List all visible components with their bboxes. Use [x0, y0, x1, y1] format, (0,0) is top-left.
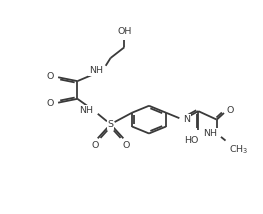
Text: NH: NH — [203, 129, 217, 138]
Text: O: O — [47, 99, 54, 108]
Text: O: O — [122, 141, 130, 150]
Text: O: O — [227, 106, 234, 115]
Text: N: N — [183, 115, 190, 124]
Text: O: O — [92, 141, 99, 150]
Text: NH: NH — [80, 106, 94, 115]
Text: S: S — [108, 120, 114, 129]
Text: CH$_3$: CH$_3$ — [229, 144, 249, 156]
Text: OH: OH — [117, 27, 132, 36]
Text: O: O — [47, 72, 54, 81]
Text: HO: HO — [184, 136, 198, 145]
Text: NH: NH — [89, 66, 103, 75]
